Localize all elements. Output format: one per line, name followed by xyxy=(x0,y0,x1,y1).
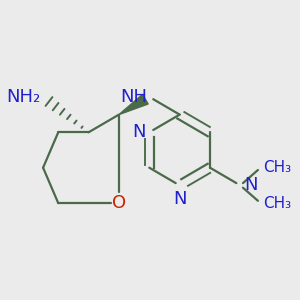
Polygon shape xyxy=(119,94,148,115)
Text: CH₃: CH₃ xyxy=(263,196,291,211)
Text: NH₂: NH₂ xyxy=(6,88,40,106)
Text: N: N xyxy=(173,190,186,208)
Text: N: N xyxy=(244,176,258,194)
Text: CH₃: CH₃ xyxy=(263,160,291,175)
Text: N: N xyxy=(132,123,146,141)
Text: O: O xyxy=(112,194,126,212)
Text: NH: NH xyxy=(120,88,147,106)
